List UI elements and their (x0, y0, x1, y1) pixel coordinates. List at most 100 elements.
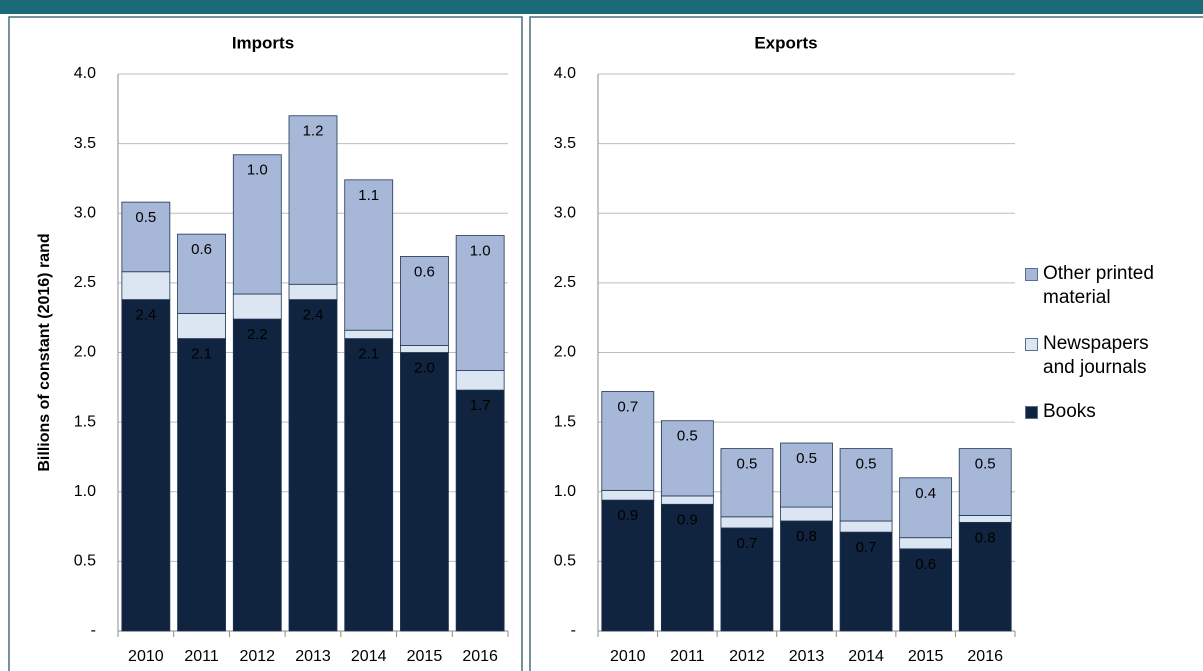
bar-segment (455, 235, 505, 372)
data-label: 0.8 (796, 528, 817, 545)
data-label: 2.4 (135, 307, 156, 324)
legend-label: Newspapers and journals (1043, 333, 1149, 378)
data-label: 2.1 (191, 346, 212, 363)
y-tick-label: - (571, 622, 576, 639)
x-tick-label: 2015 (908, 648, 944, 665)
x-tick-label: 2013 (789, 648, 825, 665)
x-tick-label: 2011 (670, 648, 705, 665)
bar-segment (344, 179, 394, 331)
y-tick-label: 1.5 (74, 413, 96, 430)
data-label: 0.5 (135, 209, 156, 226)
x-tick-label: 2013 (295, 648, 331, 665)
bar-segment (780, 442, 833, 508)
legend-swatch (1025, 338, 1038, 351)
data-label: 0.4 (915, 485, 936, 502)
y-tick-label: 4.0 (74, 65, 96, 82)
data-label: 0.5 (796, 450, 817, 467)
data-label: 2.1 (358, 346, 379, 363)
x-tick-label: 2015 (407, 648, 443, 665)
y-tick-label: 3.0 (554, 204, 576, 221)
y-tick-label: 3.5 (554, 135, 576, 152)
bar-segment (720, 448, 774, 518)
y-axis-label: Billions of constant (2016) rand (36, 233, 53, 471)
data-label: 0.5 (677, 428, 698, 445)
bar-segment (601, 489, 655, 501)
x-tick-label: 2012 (729, 648, 765, 665)
bar-segment (601, 391, 655, 491)
data-label: 1.2 (303, 123, 324, 140)
bar-segment (232, 154, 282, 295)
data-label: 1.1 (358, 187, 379, 204)
bar-segment (121, 201, 171, 273)
bar-segment (232, 293, 282, 320)
bar-segment (660, 503, 714, 632)
y-tick-label: 1.0 (554, 483, 576, 500)
bar-segment (344, 329, 394, 339)
legend-item: Newspapers and journals (1025, 332, 1155, 380)
bar-segment (720, 516, 774, 529)
y-tick-label: 0.5 (74, 553, 96, 570)
data-label: 0.9 (617, 507, 638, 524)
legend-label: Other printed material (1043, 263, 1154, 308)
bar-segment (121, 271, 171, 300)
legend-item: Books (1025, 400, 1155, 424)
bar-segment (601, 499, 655, 632)
panel-title: Exports (754, 33, 817, 52)
bar-segment (177, 233, 226, 314)
data-label: 0.7 (736, 535, 757, 552)
data-label: 1.7 (470, 397, 491, 414)
bar-segment (344, 338, 394, 632)
y-tick-label: 3.5 (74, 135, 96, 152)
data-label: 0.5 (856, 456, 877, 473)
bar-segment (288, 299, 338, 632)
x-tick-label: 2010 (128, 648, 164, 665)
bar-segment (660, 420, 714, 497)
bar-segment (455, 370, 505, 391)
y-tick-label: 2.5 (554, 274, 576, 291)
data-label: 0.5 (736, 456, 757, 473)
bar-segment (400, 352, 449, 632)
legend-item: Other printed material (1025, 262, 1155, 310)
bar-segment (121, 299, 171, 632)
bar-segment (899, 477, 953, 539)
data-label: 0.7 (856, 539, 877, 556)
x-tick-label: 2011 (184, 648, 219, 665)
y-tick-label: 1.0 (74, 483, 96, 500)
y-tick-label: 2.5 (74, 274, 96, 291)
bar-segment (839, 448, 893, 522)
y-tick-label: 3.0 (74, 204, 96, 221)
bar-segment (958, 448, 1012, 516)
x-tick-label: 2014 (351, 648, 387, 665)
bar-segment (400, 345, 449, 353)
legend-label: Books (1043, 401, 1096, 422)
bar-segment (780, 520, 833, 632)
panel-frame (529, 16, 1203, 671)
bar-segment (660, 495, 714, 505)
x-tick-label: 2014 (848, 648, 884, 665)
data-label: 1.0 (470, 242, 491, 259)
data-label: 0.8 (975, 529, 996, 546)
x-tick-label: 2016 (462, 648, 498, 665)
y-tick-label: 4.0 (554, 65, 576, 82)
data-label: 0.6 (191, 241, 212, 258)
bar-segment (899, 537, 953, 550)
bar-segment (720, 527, 774, 632)
bar-segment (899, 548, 953, 632)
data-label: 0.6 (414, 263, 435, 280)
data-label: 0.5 (975, 456, 996, 473)
bar-segment (288, 115, 338, 285)
bar-segment (177, 338, 226, 632)
bar-segment (400, 256, 449, 346)
bar-segment (958, 515, 1012, 523)
legend-swatch (1025, 268, 1038, 281)
x-tick-label: 2010 (610, 648, 646, 665)
y-tick-label: 0.5 (554, 553, 576, 570)
bar-segment (455, 389, 505, 632)
panel-frame (8, 16, 523, 671)
data-label: 2.0 (414, 359, 435, 376)
bar-segment (839, 531, 893, 632)
bar-segment (288, 283, 338, 300)
header-band (0, 0, 1203, 14)
